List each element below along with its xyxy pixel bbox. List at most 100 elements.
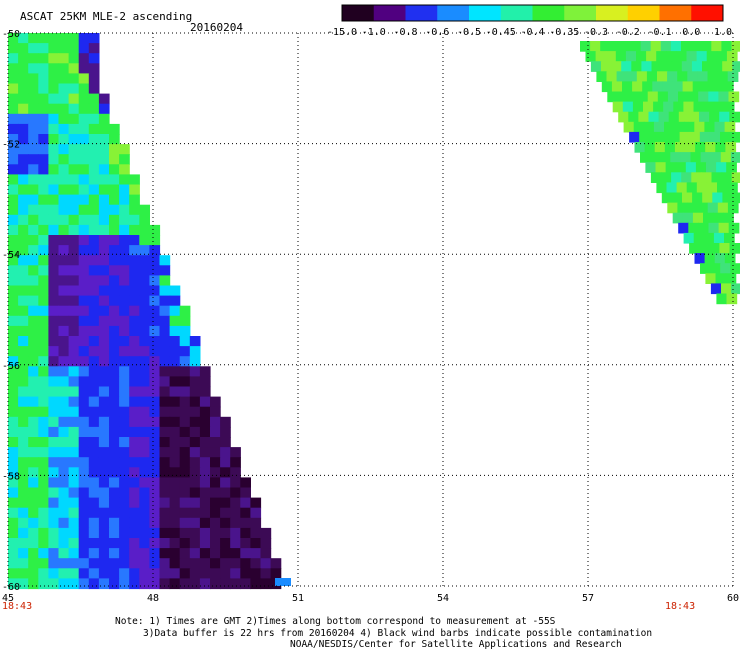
swath-cell: [8, 316, 19, 327]
swath-cell: [79, 84, 90, 95]
swath-cell: [79, 255, 90, 266]
swath-cell: [704, 122, 715, 133]
swath-cell: [119, 164, 130, 175]
swath-cell: [109, 528, 120, 539]
swath-cell: [8, 185, 19, 196]
swath-cell: [139, 538, 150, 549]
swath-cell: [8, 548, 19, 559]
swath-cell: [240, 477, 251, 488]
swath-cell: [711, 152, 722, 163]
swath-cell: [667, 203, 678, 214]
swath-cell: [69, 245, 80, 256]
swath-cell: [79, 94, 90, 105]
swath-cell: [149, 488, 160, 499]
swath-cell: [600, 41, 611, 52]
swath-cell: [656, 162, 667, 173]
swath-cell: [606, 51, 617, 62]
swath-cell: [69, 548, 80, 559]
swath-cell: [59, 286, 70, 297]
swath-cell: [160, 528, 171, 539]
swath-cell: [180, 346, 191, 357]
swath-cell: [686, 162, 697, 173]
swath-cell: [79, 326, 90, 337]
swath-cell: [701, 152, 712, 163]
swath-cell: [18, 114, 29, 125]
swath-cell: [28, 376, 39, 387]
swath-cell: [89, 275, 100, 286]
swath-cell: [99, 528, 110, 539]
swath-cell: [89, 437, 100, 448]
swath-cell: [658, 92, 669, 103]
swath-cell: [8, 437, 19, 448]
swath-cell: [119, 275, 130, 286]
swath-cell: [48, 568, 59, 579]
swath-cell: [38, 346, 49, 357]
swath-cell: [48, 387, 59, 398]
swath-cell: [38, 376, 49, 387]
swath-cell: [79, 164, 90, 175]
swath-cell: [160, 306, 171, 317]
swath-cell: [666, 51, 677, 62]
swath-cell: [716, 273, 727, 284]
latitude-tick-label: -58: [2, 471, 20, 482]
swath-cell: [79, 518, 90, 529]
swath-cell: [69, 134, 80, 145]
colorbar-segment: [342, 5, 374, 21]
swath-cell: [190, 366, 201, 377]
swath-cell: [230, 568, 241, 579]
swath-cell: [580, 41, 591, 52]
swath-cell: [170, 447, 181, 458]
swath-cell: [119, 548, 130, 559]
swath-cell: [149, 558, 160, 569]
swath-cell: [722, 61, 733, 72]
swath-cell: [28, 225, 39, 236]
swath-cell: [48, 286, 59, 297]
swath-cell: [8, 417, 19, 428]
swath-cell: [691, 152, 702, 163]
swath-cell: [200, 508, 211, 519]
swath-cell: [170, 568, 181, 579]
swath-cell: [729, 92, 740, 103]
swath-cell: [28, 387, 39, 398]
swath-cell: [149, 397, 160, 408]
swath-cell: [119, 144, 130, 155]
swath-cell: [261, 568, 272, 579]
swath-cell: [48, 578, 59, 589]
swath-cell: [69, 558, 80, 569]
swath-cell: [190, 558, 201, 569]
swath-cell: [8, 225, 19, 236]
swath-cell: [718, 203, 729, 214]
swath-cell: [190, 346, 201, 357]
swath-cell: [109, 225, 120, 236]
swath-cell: [8, 296, 19, 307]
swath-cell: [659, 132, 670, 143]
swath-cell: [170, 407, 181, 418]
swath-cell: [149, 356, 160, 367]
swath-cell: [149, 296, 160, 307]
swath-cell: [160, 467, 171, 478]
swath-cell: [79, 104, 90, 115]
swath-cell: [28, 104, 39, 115]
swath-cell: [149, 245, 160, 256]
swath-cell: [119, 195, 130, 206]
swath-cell: [220, 467, 231, 478]
swath-cell: [160, 346, 171, 357]
swath-cell: [700, 263, 711, 274]
swath-cell: [89, 558, 100, 569]
swath-cell: [99, 225, 110, 236]
swath-cell: [733, 193, 740, 204]
swath-cell: [170, 477, 181, 488]
swath-cell: [38, 94, 49, 105]
swath-cell: [109, 558, 120, 569]
swath-cell: [69, 174, 80, 185]
swath-cell: [89, 53, 100, 64]
swath-cell: [99, 215, 110, 226]
swath-cell: [643, 102, 654, 113]
swath-cell: [38, 467, 49, 478]
swath-cell: [8, 164, 19, 175]
swath-cell: [586, 51, 597, 62]
swath-cell: [190, 477, 201, 488]
swath-cell: [180, 457, 191, 468]
swath-cell: [200, 558, 211, 569]
swath-cell: [59, 73, 70, 84]
